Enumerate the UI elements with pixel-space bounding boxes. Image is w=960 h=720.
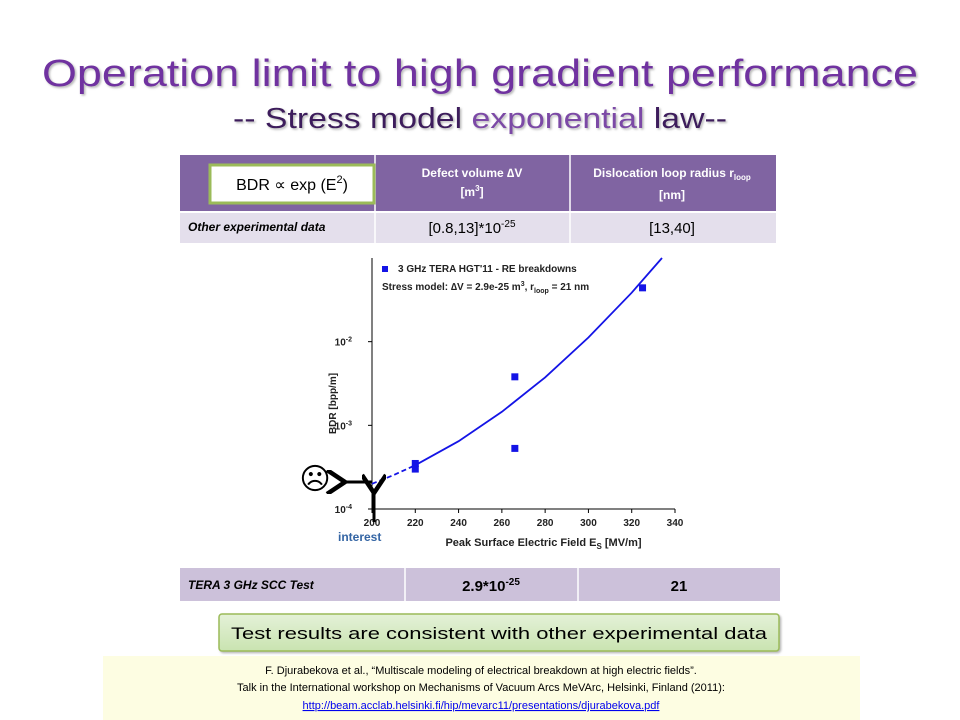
- x-axis-label-text: [MV/m]: [602, 537, 642, 549]
- x-tick-label: 320: [623, 518, 640, 529]
- subtitle-highlight: exponential: [472, 103, 645, 135]
- fit-line: [414, 257, 663, 466]
- x-axis-label-text: Peak Surface Electric Field E: [445, 537, 596, 549]
- y-tick-label: 10-3: [335, 420, 352, 432]
- badge-text: BDR ∝ exp (E2): [236, 174, 348, 194]
- badge-text: BDR ∝ exp (E: [236, 177, 336, 194]
- header-unit: ]: [480, 185, 484, 199]
- data-point: [639, 284, 647, 292]
- header-sup: 3: [475, 184, 480, 193]
- x-tick-label: 200: [364, 518, 381, 529]
- x-tick-label: 280: [537, 518, 554, 529]
- y-tick-label-exponent: -3: [346, 420, 352, 427]
- header-cell: Dislocation loop radius rloop: [593, 166, 751, 182]
- header-cell: [m3]: [460, 184, 483, 199]
- legend-marker: [382, 266, 388, 272]
- x-tick-label: 220: [407, 518, 424, 529]
- badge: [208, 163, 376, 205]
- legend-sup: 3: [521, 281, 525, 288]
- badge-text: ): [343, 177, 348, 194]
- subtitle: -- Stress model exponential law--: [233, 103, 727, 135]
- legend-text: = 21 nm: [549, 282, 589, 293]
- x-tick-label: 340: [667, 518, 684, 529]
- row-cell-text: [0.8,13]*10: [428, 220, 501, 237]
- row-cell-sup: -25: [501, 219, 516, 230]
- citation-line: Talk in the International workshop on Me…: [237, 682, 725, 694]
- citation-link[interactable]: http://beam.acclab.helsinki.fi/hip/mevar…: [303, 700, 661, 712]
- row-cell: [13,40]: [649, 220, 695, 237]
- conclusion-box: [218, 613, 780, 652]
- legend-text: , r: [525, 282, 535, 293]
- citation-box: [103, 656, 860, 720]
- table-row: [180, 568, 780, 601]
- slide-title: Operation limit to high gradient perform…: [42, 53, 918, 95]
- badge-sup: 2: [336, 174, 342, 186]
- row-cell-sup: -25: [505, 577, 520, 588]
- fit-line: [372, 464, 416, 485]
- x-axis-label-sub: S: [596, 542, 602, 551]
- legend-text: Stress model: ∆V = 2.9e-25 m: [382, 282, 521, 293]
- x-tick-label: 300: [580, 518, 597, 529]
- y-tick-label-base: 10: [335, 505, 347, 516]
- y-axis-label: BDR [bpp/m]: [328, 373, 339, 434]
- plot-area: [372, 257, 663, 485]
- row-cell-text: 2.9*10: [462, 578, 505, 595]
- data-point: [511, 444, 519, 452]
- header-sub: loop: [734, 173, 751, 182]
- chart: 200 220 240 260 280 300 320 34010-410-310-2Peak…: [328, 257, 684, 551]
- legend-label: Stress model: ∆V = 2.9e-25 m3, rloop = 2…: [382, 281, 589, 295]
- row-label: TERA 3 GHz SCC Test: [188, 578, 315, 592]
- y-tick-label-exponent: -2: [346, 337, 352, 344]
- row-cell: 2.9*10-25: [462, 577, 520, 595]
- frown-face: ☹: [299, 462, 330, 497]
- data-point: [511, 373, 519, 381]
- x-axis-label: Peak Surface Electric Field ES [MV/m]: [445, 537, 641, 551]
- x-tick-label: 240: [450, 518, 467, 529]
- y-tick-label-base: 10: [335, 421, 347, 432]
- header-text: Dislocation loop radius r: [593, 166, 734, 180]
- header-cell: Defect volume ∆V: [422, 166, 523, 180]
- legend-label: 3 GHz TERA HGT'11 - RE breakdowns: [398, 264, 577, 275]
- data-point: [411, 459, 419, 467]
- row-label: Other experimental data: [188, 220, 326, 234]
- table-row: [180, 212, 776, 243]
- y-tick-label: 10-4: [335, 504, 352, 516]
- row-cell: 21: [671, 578, 688, 595]
- y-tick-label-exponent: -4: [346, 504, 352, 511]
- header-unit: [m: [460, 185, 475, 199]
- annotation-text: interest: [338, 530, 381, 544]
- citation-line: F. Djurabekova et al., “Multiscale model…: [265, 665, 697, 677]
- data-point: [411, 465, 419, 473]
- y-tick-label: 10-2: [335, 337, 352, 349]
- conclusion-text: Test results are consistent with other e…: [231, 624, 768, 643]
- subtitle-text: -- Stress model: [233, 103, 472, 135]
- x-tick-label: 260: [494, 518, 511, 529]
- legend-sub: loop: [534, 288, 549, 295]
- legend-text: 3 GHz TERA HGT'11 - RE breakdowns: [398, 264, 577, 275]
- header-cell: [nm]: [659, 188, 685, 202]
- subtitle-text: law--: [644, 103, 727, 135]
- y-tick-label-base: 10: [335, 338, 347, 349]
- row-cell: [0.8,13]*10-25: [428, 219, 515, 237]
